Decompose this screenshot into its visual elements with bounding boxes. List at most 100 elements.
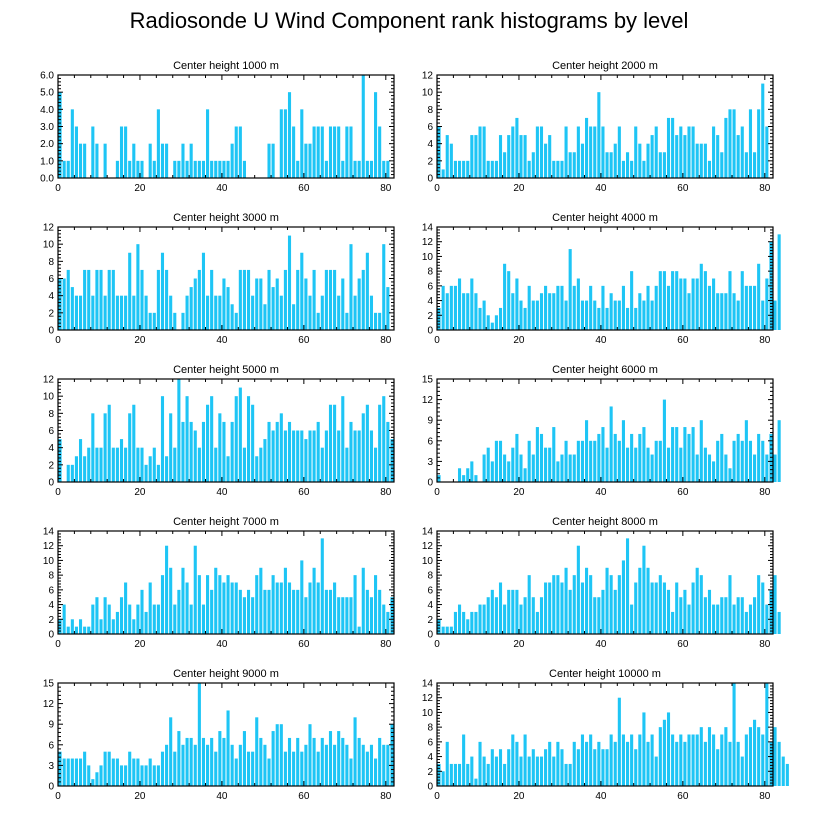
histogram-bar xyxy=(585,420,589,482)
histogram-bar xyxy=(482,604,486,634)
histogram-bar xyxy=(757,575,761,634)
x-tick-label: 40 xyxy=(595,639,607,650)
histogram-bar xyxy=(466,468,470,482)
histogram-bar xyxy=(144,295,148,330)
histogram-bar xyxy=(740,597,744,634)
panel-1000m: Center height 1000 m 0.0 1.0 2.0 3.0 4.0 5.0 6.… xyxy=(40,60,395,194)
histogram-bar xyxy=(271,575,275,634)
histogram-bar xyxy=(279,109,283,178)
y-tick-label: 6 xyxy=(48,274,54,285)
histogram-bar xyxy=(498,440,503,482)
histogram-bar xyxy=(740,126,744,178)
histogram-bar xyxy=(486,315,490,330)
histogram-bar xyxy=(728,271,732,330)
histogram-bar xyxy=(304,143,308,178)
histogram-bar xyxy=(111,758,115,786)
histogram-bar xyxy=(287,235,292,330)
histogram-bar xyxy=(695,567,699,634)
histogram-bar xyxy=(66,464,70,482)
histogram-bar xyxy=(226,456,230,482)
histogram-bar xyxy=(263,304,267,330)
histogram-bar xyxy=(103,751,107,786)
histogram-bar xyxy=(226,160,230,178)
histogram-bar xyxy=(486,447,490,482)
histogram-bar xyxy=(226,710,230,786)
histogram-bar xyxy=(781,756,785,786)
histogram-bar xyxy=(152,160,156,178)
histogram-bar xyxy=(732,109,736,178)
histogram-bar xyxy=(507,135,511,178)
histogram-bar xyxy=(609,575,613,634)
histogram-bar xyxy=(132,758,136,786)
histogram-bar xyxy=(361,744,365,786)
histogram-bar xyxy=(83,456,87,482)
histogram-bar xyxy=(275,278,279,330)
histogram-bar xyxy=(144,611,148,634)
histogram-bar xyxy=(279,582,283,634)
histogram-bar xyxy=(498,582,503,634)
x-tick-label: 40 xyxy=(216,183,228,194)
histogram-bar xyxy=(740,271,744,330)
histogram-bar xyxy=(568,763,572,786)
histogram-bar xyxy=(222,421,226,482)
histogram-bar xyxy=(222,278,226,330)
histogram-bar xyxy=(675,135,679,178)
histogram-bar xyxy=(507,461,511,482)
histogram-bar xyxy=(324,430,328,482)
histogram-bar xyxy=(703,143,707,178)
histogram-bar xyxy=(337,295,341,330)
histogram-bar xyxy=(234,126,238,178)
histogram-bar xyxy=(445,741,449,786)
histogram-bar xyxy=(736,597,740,634)
histogram-bar xyxy=(328,404,333,482)
histogram-bar xyxy=(515,278,519,330)
histogram-bar xyxy=(246,589,251,634)
histogram-bar xyxy=(78,758,83,786)
y-tick-label: 6 xyxy=(48,426,54,437)
histogram-bar xyxy=(707,160,712,178)
histogram-bar xyxy=(605,749,609,786)
histogram-bar xyxy=(95,447,99,482)
histogram-bar xyxy=(503,454,507,482)
histogram-bar xyxy=(226,287,230,330)
histogram-bar xyxy=(206,109,210,178)
histogram-bar xyxy=(769,589,773,634)
histogram-bar xyxy=(124,295,128,330)
y-tick-label: 6 xyxy=(48,740,54,751)
histogram-bar xyxy=(349,421,353,482)
histogram-bar xyxy=(214,567,218,634)
histogram-bar xyxy=(238,589,242,634)
histogram-bar xyxy=(386,287,390,330)
histogram-bar xyxy=(156,464,160,482)
x-tick-label: 20 xyxy=(513,335,525,346)
histogram-bar xyxy=(503,263,507,330)
histogram-bar xyxy=(519,756,523,786)
histogram-bar xyxy=(679,447,683,482)
histogram-bar xyxy=(66,758,70,786)
histogram-bar xyxy=(320,538,324,634)
histogram-bar xyxy=(494,756,498,786)
x-tick-label: 80 xyxy=(380,791,392,802)
histogram-bar xyxy=(605,447,609,482)
histogram-bar xyxy=(300,560,304,634)
histogram-bar xyxy=(378,589,382,634)
histogram-bar xyxy=(91,126,95,178)
y-tick-label: 12 xyxy=(43,699,55,710)
histogram-bar xyxy=(115,758,119,786)
histogram-bar xyxy=(210,396,214,482)
x-tick-label: 0 xyxy=(55,183,61,194)
histogram-bar xyxy=(453,285,457,330)
y-tick-label: 4 xyxy=(427,296,433,307)
histogram-bar xyxy=(691,278,695,330)
y-tick-label: 8 xyxy=(48,571,54,582)
histogram-bar xyxy=(560,285,564,330)
histogram-bar xyxy=(304,597,308,634)
histogram-bar xyxy=(148,456,152,482)
histogram-bar xyxy=(275,582,279,634)
y-tick-label: 2 xyxy=(48,615,54,626)
histogram-bar xyxy=(165,269,169,330)
x-tick-label: 0 xyxy=(434,335,440,346)
y-tick-label: 2 xyxy=(427,615,433,626)
x-tick-label: 40 xyxy=(595,791,607,802)
histogram-bar xyxy=(630,604,634,634)
